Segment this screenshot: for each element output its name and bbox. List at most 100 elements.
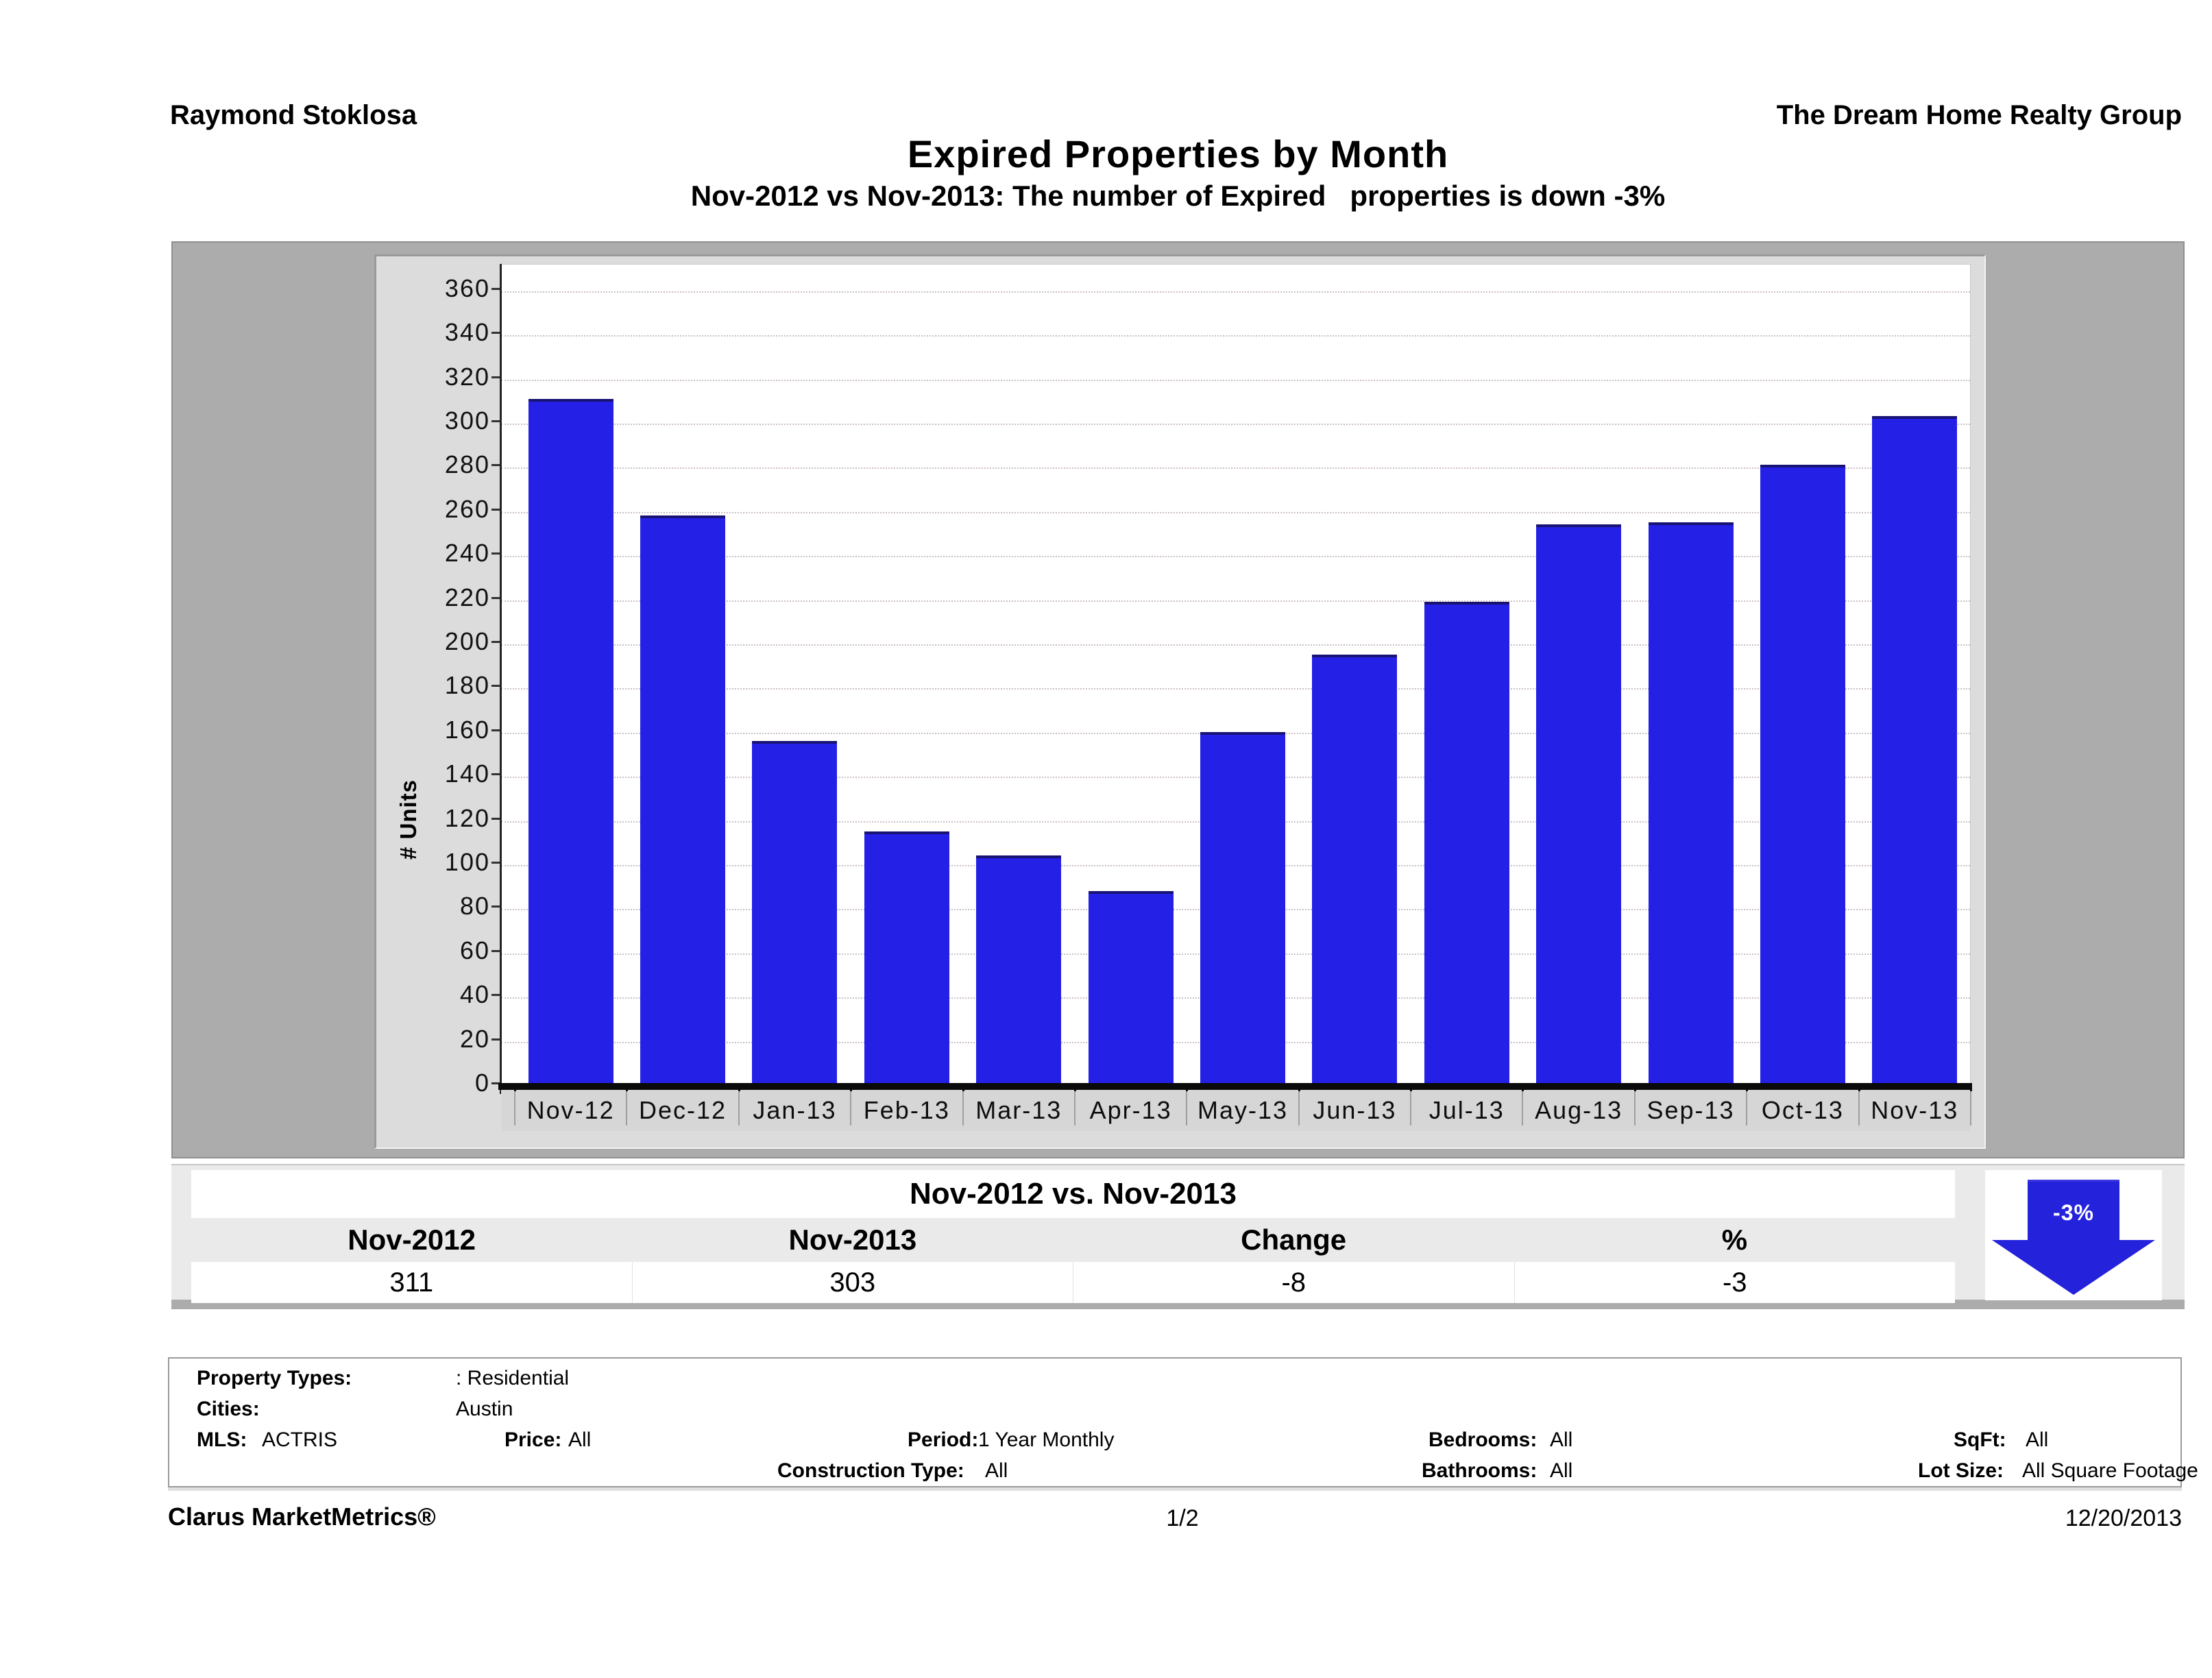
gridline [501, 600, 1970, 602]
bar-Oct-13 [1760, 465, 1845, 1085]
gridline [501, 644, 1970, 646]
y-tick-label: 280 [444, 450, 490, 479]
bedrooms-label: Bedrooms: [1429, 1428, 1538, 1451]
x-tick-mark [738, 1083, 740, 1091]
table-header-row: Nov-2012 Nov-2013 Change% [191, 1218, 1955, 1262]
y-tick-label: 0 [474, 1069, 490, 1097]
x-tick-mark [1298, 1083, 1300, 1091]
bar-Dec-12 [640, 515, 726, 1085]
table-header-cell: % [1721, 1224, 1748, 1256]
y-tick-label: 20 [459, 1024, 490, 1053]
x-category-separator [626, 1090, 628, 1126]
y-tick-mark [491, 685, 500, 688]
table-value-cell: 311 [191, 1262, 633, 1303]
sqft-value: All [2026, 1428, 2049, 1451]
y-tick-label: 160 [444, 715, 490, 744]
filters-box: Property Types: : Residential Cities: Au… [168, 1357, 2198, 1487]
x-axis-line [498, 1083, 1972, 1090]
bar-Sep-13 [1648, 522, 1734, 1085]
y-tick-mark [491, 332, 500, 335]
y-tick-mark [491, 641, 500, 643]
bar-May-13 [1200, 732, 1285, 1085]
y-tick-mark [491, 862, 500, 864]
lot-size-label: Lot Size: [1918, 1459, 2004, 1482]
table-value-cell: -3 [1722, 1267, 1747, 1298]
bar-Jun-13 [1312, 655, 1398, 1085]
table-value-cell: -8 [1073, 1262, 1515, 1303]
x-tick-label: Oct-13 [1761, 1096, 1844, 1124]
gridline [501, 688, 1970, 690]
y-tick-label: 340 [444, 318, 490, 347]
y-tick-mark [491, 994, 500, 997]
x-tick-label: Aug-13 [1535, 1096, 1623, 1124]
company-name: The Dream Home Realty Group [1776, 100, 2182, 130]
x-tick-mark [626, 1083, 629, 1091]
table-header-cell: Change [1241, 1224, 1347, 1256]
y-tick-label: 120 [444, 803, 490, 832]
table-value-cell: 303 [633, 1262, 1073, 1303]
y-tick-label: 320 [444, 362, 490, 391]
change-indicator: -3% [1985, 1170, 2162, 1300]
construction-type-label: Construction Type: [777, 1459, 964, 1482]
y-tick-label: 260 [444, 494, 490, 523]
x-category-separator [1633, 1090, 1636, 1126]
x-category-separator [1410, 1090, 1412, 1126]
y-tick-label: 200 [444, 627, 490, 655]
y-tick-mark [491, 1082, 500, 1084]
page-subtitle: Nov-2012 vs Nov-2013: The number of Expi… [690, 180, 1666, 212]
x-category-separator [1298, 1090, 1300, 1126]
x-tick-label: Jul-13 [1429, 1096, 1505, 1124]
y-tick-mark [491, 464, 500, 467]
bar-Jul-13 [1424, 602, 1509, 1085]
x-tick-label: Sep-13 [1646, 1096, 1735, 1124]
y-tick-mark [491, 552, 500, 555]
table-header-cell: Nov-2013 [788, 1224, 917, 1256]
x-category-separator [1186, 1090, 1188, 1126]
agent-name: Raymond Stoklosa [170, 100, 417, 130]
y-tick-mark [491, 817, 500, 820]
period-value: 1 Year Monthly [978, 1428, 1115, 1451]
x-tick-mark [1186, 1083, 1189, 1091]
y-tick-mark [491, 420, 500, 422]
mls-label: MLS: [197, 1428, 247, 1451]
x-tick-label: Dec-12 [639, 1096, 727, 1124]
y-tick-label: 60 [459, 936, 490, 964]
y-tick-label: 360 [444, 273, 490, 302]
footer-page-number: 1/2 [1166, 1505, 1199, 1531]
x-category-separator [1858, 1090, 1860, 1126]
x-tick-label: Feb-13 [863, 1096, 950, 1124]
x-tick-label: Jan-13 [753, 1096, 837, 1124]
bar-Feb-13 [864, 831, 949, 1085]
table-value-row: 311 303 -8 -3 [191, 1262, 1955, 1303]
x-category-separator [850, 1090, 852, 1126]
plot-area [501, 264, 1971, 1085]
page-title: Expired Properties by Month [907, 132, 1449, 175]
footer-brand: Clarus MarketMetrics® [168, 1503, 436, 1531]
down-arrow-icon [1992, 1240, 2155, 1295]
bar-Nov-12 [528, 399, 613, 1085]
x-tick-mark [1746, 1083, 1749, 1091]
bar-Aug-13 [1536, 524, 1622, 1085]
x-category-separator [1522, 1090, 1524, 1126]
y-tick-mark [491, 1038, 500, 1041]
x-tick-mark [850, 1083, 853, 1091]
table-title: Nov-2012 vs. Nov-2013 [191, 1170, 1955, 1218]
bar-Nov-13 [1872, 416, 1958, 1085]
chart-frame: # Units 0 20 40 60 80 100 120 140 160 180 200 220 24… [171, 241, 2185, 1158]
x-category-separator [1746, 1090, 1748, 1126]
price-label: Price: [505, 1428, 562, 1451]
x-tick-label: Nov-13 [1871, 1096, 1959, 1124]
bathrooms-label: Bathrooms: [1422, 1459, 1538, 1482]
y-tick-label: 40 [459, 980, 490, 1009]
y-tick-label: 140 [444, 759, 490, 788]
x-tick-mark [1970, 1083, 1972, 1091]
chart-panel: # Units 0 20 40 60 80 100 120 140 160 180 200 220 24… [374, 254, 1986, 1149]
x-tick-label: May-13 [1197, 1096, 1288, 1124]
lot-size-value: All Square Footage [2022, 1459, 2198, 1482]
construction-type-value: All [985, 1459, 1008, 1482]
gridline [501, 467, 1970, 470]
y-tick-mark [491, 596, 500, 599]
cities-value: Austin [456, 1398, 513, 1420]
y-tick-label: 300 [444, 406, 490, 435]
